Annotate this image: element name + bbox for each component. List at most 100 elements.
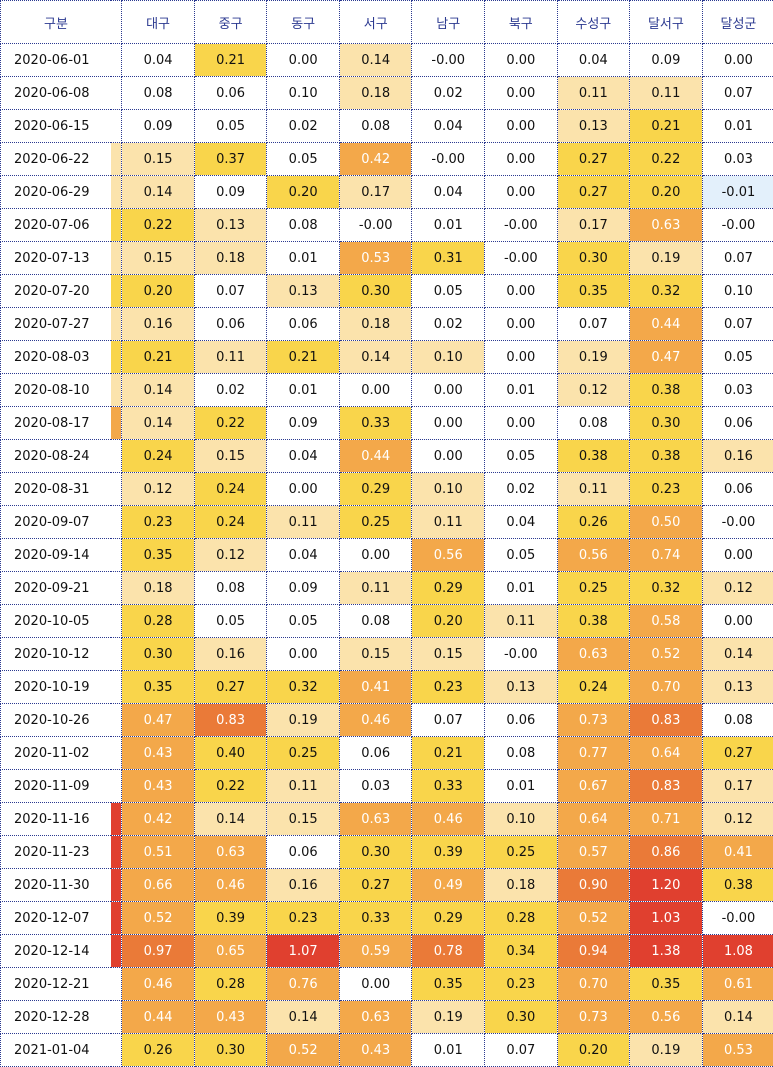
row-marker	[111, 968, 122, 1001]
cell-dalseo-gu: 0.19	[630, 1034, 703, 1067]
cell-seo-gu: 0.42	[339, 143, 412, 176]
cell-dalseo-gu: 0.38	[630, 440, 703, 473]
cell-seo-gu: -0.00	[339, 209, 412, 242]
cell-seo-gu: 0.53	[339, 242, 412, 275]
cell-daegu: 0.24	[122, 440, 195, 473]
cell-daegu: 0.51	[122, 836, 195, 869]
cell-dong-gu: 0.21	[267, 341, 340, 374]
cell-dalseong-gun: 0.16	[702, 440, 773, 473]
row-marker	[111, 209, 122, 242]
row-marker	[111, 143, 122, 176]
cell-buk-gu: 0.08	[485, 737, 558, 770]
row-marker	[111, 737, 122, 770]
cell-buk-gu: 0.00	[485, 143, 558, 176]
cell-buk-gu: 0.00	[485, 110, 558, 143]
cell-suseong-gu: 0.12	[557, 374, 630, 407]
cell-buk-gu: 0.23	[485, 968, 558, 1001]
cell-daegu: 0.15	[122, 242, 195, 275]
row-marker	[111, 902, 122, 935]
cell-dalseo-gu: 0.23	[630, 473, 703, 506]
cell-dong-gu: 0.32	[267, 671, 340, 704]
row-date: 2020-07-06	[1, 209, 111, 242]
row-date: 2020-12-21	[1, 968, 111, 1001]
header-dalseo-gu: 달서구	[630, 1, 703, 44]
row-marker	[111, 572, 122, 605]
cell-suseong-gu: 0.73	[557, 704, 630, 737]
cell-dalseo-gu: 0.22	[630, 143, 703, 176]
cell-daegu: 0.22	[122, 209, 195, 242]
cell-nam-gu: 0.01	[412, 1034, 485, 1067]
row-date: 2020-08-24	[1, 440, 111, 473]
row-date: 2020-07-20	[1, 275, 111, 308]
cell-dalseong-gun: 0.07	[702, 242, 773, 275]
cell-dalseong-gun: 0.17	[702, 770, 773, 803]
row-marker	[111, 308, 122, 341]
cell-jung-gu: 0.13	[194, 209, 267, 242]
cell-jung-gu: 0.22	[194, 407, 267, 440]
cell-jung-gu: 0.09	[194, 176, 267, 209]
cell-daegu: 0.04	[122, 44, 195, 77]
cell-dalseo-gu: 0.56	[630, 1001, 703, 1034]
cell-buk-gu: 0.04	[485, 506, 558, 539]
cell-seo-gu: 0.25	[339, 506, 412, 539]
cell-suseong-gu: 0.38	[557, 440, 630, 473]
cell-seo-gu: 0.14	[339, 44, 412, 77]
cell-jung-gu: 0.07	[194, 275, 267, 308]
cell-dong-gu: 0.52	[267, 1034, 340, 1067]
cell-seo-gu: 0.29	[339, 473, 412, 506]
cell-suseong-gu: 0.30	[557, 242, 630, 275]
cell-dalseong-gun: 0.06	[702, 473, 773, 506]
cell-dalseo-gu: 0.86	[630, 836, 703, 869]
header-dalseong-gun: 달성군	[702, 1, 773, 44]
cell-suseong-gu: 0.35	[557, 275, 630, 308]
cell-nam-gu: 0.04	[412, 110, 485, 143]
cell-seo-gu: 0.27	[339, 869, 412, 902]
cell-suseong-gu: 0.70	[557, 968, 630, 1001]
row-date: 2020-08-31	[1, 473, 111, 506]
cell-dalseong-gun: -0.00	[702, 506, 773, 539]
cell-daegu: 0.08	[122, 77, 195, 110]
cell-daegu: 0.14	[122, 176, 195, 209]
cell-suseong-gu: 0.11	[557, 473, 630, 506]
cell-buk-gu: 0.18	[485, 869, 558, 902]
cell-buk-gu: 0.13	[485, 671, 558, 704]
row-marker	[111, 506, 122, 539]
cell-jung-gu: 0.06	[194, 77, 267, 110]
row-date: 2020-11-23	[1, 836, 111, 869]
row-marker	[111, 440, 122, 473]
cell-suseong-gu: 0.07	[557, 308, 630, 341]
cell-suseong-gu: 0.63	[557, 638, 630, 671]
row-date: 2020-08-17	[1, 407, 111, 440]
row-marker	[111, 341, 122, 374]
cell-jung-gu: 0.21	[194, 44, 267, 77]
row-marker	[111, 275, 122, 308]
cell-suseong-gu: 0.94	[557, 935, 630, 968]
cell-dalseo-gu: 0.83	[630, 770, 703, 803]
cell-dong-gu: 0.00	[267, 638, 340, 671]
cell-suseong-gu: 0.13	[557, 110, 630, 143]
cell-jung-gu: 0.05	[194, 110, 267, 143]
cell-jung-gu: 0.02	[194, 374, 267, 407]
cell-daegu: 0.12	[122, 473, 195, 506]
cell-seo-gu: 0.41	[339, 671, 412, 704]
cell-suseong-gu: 0.67	[557, 770, 630, 803]
cell-nam-gu: -0.00	[412, 44, 485, 77]
cell-dalseo-gu: 0.30	[630, 407, 703, 440]
cell-buk-gu: 0.00	[485, 308, 558, 341]
row-date: 2020-11-16	[1, 803, 111, 836]
cell-dalseong-gun: 0.08	[702, 704, 773, 737]
cell-daegu: 0.52	[122, 902, 195, 935]
row-date: 2020-06-08	[1, 77, 111, 110]
cell-dalseong-gun: 0.53	[702, 1034, 773, 1067]
cell-dalseong-gun: 1.08	[702, 935, 773, 968]
cell-dalseo-gu: 0.44	[630, 308, 703, 341]
cell-seo-gu: 0.11	[339, 572, 412, 605]
cell-suseong-gu: 0.11	[557, 77, 630, 110]
cell-daegu: 0.43	[122, 737, 195, 770]
